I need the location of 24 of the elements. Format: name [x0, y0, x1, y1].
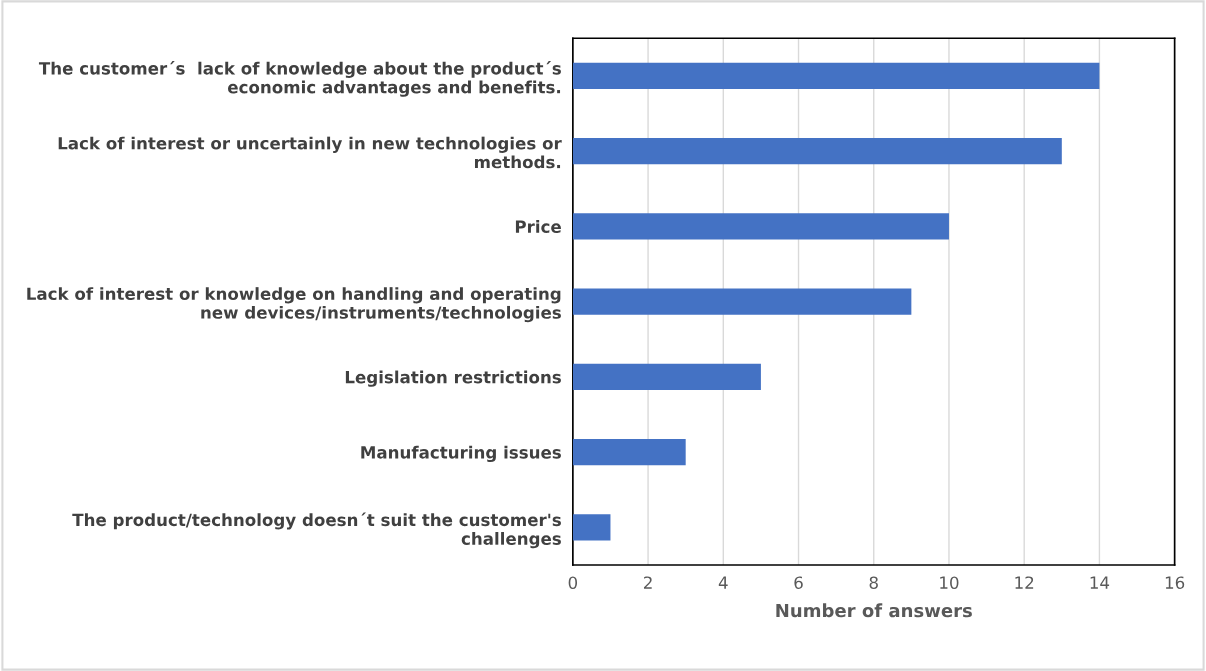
x-tick-label: 10	[940, 576, 959, 589]
bar	[572, 213, 949, 240]
y-tick-label: Manufacturing issues	[361, 445, 561, 463]
x-tick-label: 0	[568, 576, 578, 589]
bar	[572, 363, 761, 391]
x-axis-title: Number of answers	[776, 603, 972, 618]
bar	[572, 137, 1062, 165]
x-tick-label: 12	[1015, 576, 1034, 589]
bar	[572, 288, 912, 315]
y-tick-label: Lack of interest or knowledge on handling and operating new devices/instruments/technologies	[27, 287, 561, 323]
bar	[572, 514, 611, 541]
bar	[572, 438, 686, 466]
y-tick-label: Price	[515, 220, 561, 233]
x-tick-label: 14	[1090, 576, 1110, 589]
x-tick-label: 8	[869, 576, 878, 589]
x-tick-label: 16	[1165, 576, 1185, 589]
x-tick-label: 6	[794, 576, 803, 589]
x-tick-label: 2	[643, 576, 652, 589]
y-tick-label: Legislation restrictions	[345, 370, 561, 387]
y-tick-label: The customer´s lack of knowledge about the product´s economic advantages and benefits.	[38, 61, 561, 97]
bar	[572, 62, 1100, 90]
y-tick-label: Lack of interest or uncertainly in new technologies or methods.	[58, 136, 562, 169]
y-tick-label: The product/technology doesn´t suit the customer's challenges	[72, 512, 561, 549]
x-tick-label: 4	[718, 576, 728, 589]
